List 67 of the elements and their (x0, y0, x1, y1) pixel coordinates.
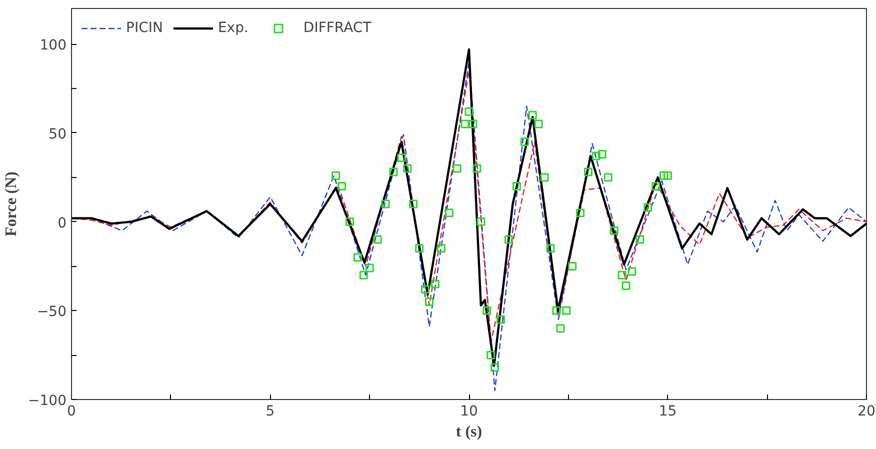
point (359, 270, 368, 280)
point (472, 164, 482, 173)
point (546, 244, 555, 253)
point (504, 235, 513, 244)
x-tick-label: 5 (266, 404, 275, 420)
point (660, 171, 668, 180)
legend-label: Exp. (218, 20, 248, 36)
point (397, 154, 406, 162)
point (556, 324, 565, 333)
point (486, 350, 496, 360)
point (430, 280, 440, 288)
point (490, 363, 500, 372)
point (452, 164, 462, 173)
point (460, 120, 470, 128)
point (540, 173, 549, 182)
point (598, 150, 606, 158)
point (415, 244, 424, 253)
point (373, 235, 382, 244)
y-tick-label: 100 (40, 38, 67, 54)
x-tick-label: 10 (460, 404, 478, 420)
point (622, 282, 630, 290)
y-axis-title: Force (N) (3, 172, 20, 236)
point (332, 171, 340, 180)
point (576, 208, 585, 218)
legend-label: DIFFRACT (303, 20, 372, 36)
x-tick-label: 15 (658, 404, 677, 420)
point (338, 182, 346, 190)
point (365, 264, 374, 272)
point (353, 253, 362, 262)
point (604, 173, 612, 182)
point (464, 107, 474, 116)
y-tick-label: 50 (48, 126, 67, 142)
point (592, 152, 600, 160)
point (644, 203, 652, 212)
x-axis-title: t (s) (456, 424, 482, 440)
point (528, 110, 537, 120)
point (534, 120, 543, 128)
point (512, 182, 521, 190)
point (664, 171, 672, 180)
point (476, 218, 486, 226)
point (652, 182, 660, 190)
point (436, 244, 446, 253)
y-tick-label: −100 (28, 393, 66, 409)
point (496, 315, 506, 324)
point (403, 164, 412, 173)
point (346, 218, 354, 226)
point (628, 267, 636, 276)
point (482, 306, 492, 315)
point (636, 235, 644, 244)
point (444, 208, 454, 218)
point (562, 306, 571, 315)
x-tick-label: 20 (858, 404, 876, 420)
legend-label: PICIN (126, 20, 163, 36)
point (520, 138, 529, 146)
point (552, 306, 561, 315)
point (381, 200, 390, 208)
point (610, 226, 618, 235)
point (421, 285, 430, 294)
y-tick-label: 0 (58, 215, 67, 232)
point (425, 298, 434, 306)
point (618, 270, 626, 280)
point (568, 262, 577, 270)
point (468, 120, 478, 128)
point (409, 200, 418, 208)
y-tick-label: −50 (36, 304, 66, 320)
point (389, 168, 398, 176)
point (584, 168, 592, 176)
